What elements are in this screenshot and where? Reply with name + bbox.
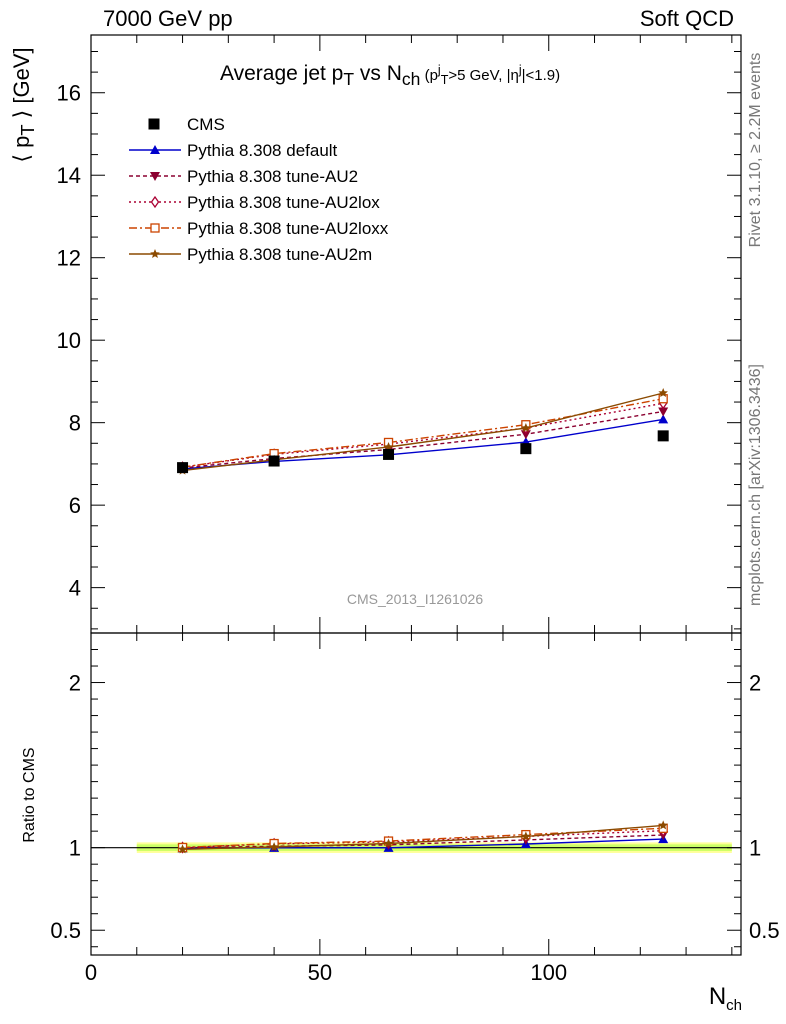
series-point-3 xyxy=(658,394,668,404)
ratio-series-point-4 xyxy=(177,844,188,854)
title-cut-sup2: j xyxy=(518,63,522,77)
plot-title: Average jet pT vs Nch (pjT>5 GeV, |ηj|<1… xyxy=(220,62,560,90)
xlabel-main: N xyxy=(708,983,727,1010)
legend-label-0: Pythia 8.308 default xyxy=(187,141,338,160)
y-tick-label: 6 xyxy=(69,493,81,518)
title-cut-open: (p xyxy=(420,67,438,84)
analysis-watermark: CMS_2013_I1261026 xyxy=(346,591,484,607)
x-tick-label: 0 xyxy=(85,960,97,985)
title-cut: (pjT>5 GeV, |ηj|<1.9) xyxy=(420,63,561,87)
ratio-plot-frame xyxy=(90,632,742,956)
legend-label-1: Pythia 8.308 tune-AU2 xyxy=(187,167,358,186)
title-cut-mid: >5 GeV, |η xyxy=(448,67,519,84)
ratio-y-tick-label-right: 1 xyxy=(749,836,761,861)
cms-data-point xyxy=(383,448,395,460)
legend-marker-0 xyxy=(150,145,160,154)
title-cut-close: |<1.9) xyxy=(521,67,561,84)
ratio-y-tick-label: 0.5 xyxy=(50,918,81,943)
x-tick-label: 50 xyxy=(308,960,332,985)
ratio-series-point-4 xyxy=(269,842,279,852)
series-line-3 xyxy=(182,398,664,468)
legend-marker-1 xyxy=(150,172,160,181)
cms-data-point xyxy=(520,443,532,455)
ratio-series-point-4 xyxy=(383,838,394,848)
ratio-series-point-4 xyxy=(658,820,668,830)
series-point-4 xyxy=(521,423,531,433)
legend-marker-4 xyxy=(150,249,160,258)
cms-data-point xyxy=(177,462,189,474)
series-point-0 xyxy=(658,414,669,424)
legend-label-4: Pythia 8.308 tune-AU2m xyxy=(187,245,372,264)
title-vs: vs N xyxy=(354,62,402,85)
legend-marker-2 xyxy=(150,195,160,209)
header-left-label: 7000 GeV pp xyxy=(103,6,233,31)
x-tick-label: 100 xyxy=(530,960,567,985)
x-axis-label: Nch xyxy=(709,983,742,1014)
title-cut-sup: j xyxy=(437,63,441,77)
xlabel-sub: ch xyxy=(726,996,742,1014)
y-tick-label: 12 xyxy=(57,246,81,271)
series-point-4 xyxy=(383,442,394,451)
legend-marker-3 xyxy=(150,223,160,233)
series-point-4 xyxy=(658,388,668,397)
legend-label-3: Pythia 8.308 tune-AU2loxx xyxy=(187,219,389,238)
ratio-series-point-4 xyxy=(521,831,531,841)
title-main-sub: T xyxy=(343,69,355,90)
series-point-1 xyxy=(520,430,531,440)
legend-marker-cms xyxy=(148,118,160,130)
ratio-y-tick-label-right: 2 xyxy=(749,671,761,696)
series-point-1 xyxy=(658,407,669,417)
title-cut-sub: T xyxy=(440,73,449,87)
y-tick-label: 8 xyxy=(69,411,81,436)
title-vs-sub: ch xyxy=(401,69,421,90)
ratio-y-tick-label: 2 xyxy=(69,671,81,696)
y-tick-label: 4 xyxy=(69,576,81,601)
y-tick-label: 10 xyxy=(57,328,81,353)
y-tick-label: 14 xyxy=(57,163,81,188)
ratio-y-tick-label-right: 0.5 xyxy=(749,918,780,943)
cms-data-point xyxy=(268,455,280,467)
series-line-2 xyxy=(182,402,664,468)
legend-label-2: Pythia 8.308 tune-AU2lox xyxy=(187,193,380,212)
ratio-y-tick-label: 1 xyxy=(69,836,81,861)
title-main: Average jet p xyxy=(220,62,344,85)
cms-data-point xyxy=(657,430,669,442)
y-tick-label: 16 xyxy=(57,81,81,106)
header-right-label: Soft QCD xyxy=(639,6,734,31)
legend-label-cms: CMS xyxy=(187,115,225,134)
